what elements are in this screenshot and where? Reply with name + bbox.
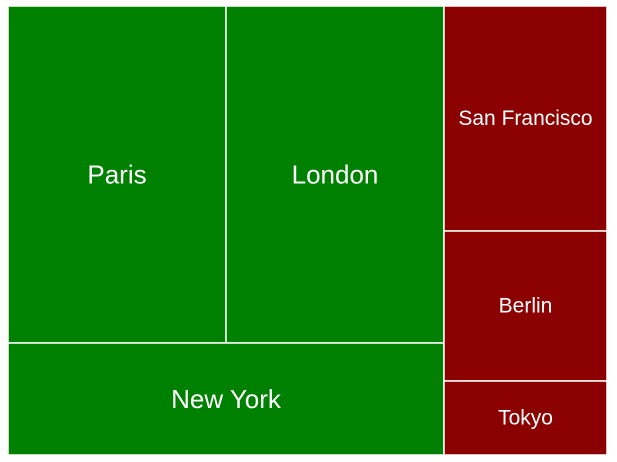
- treemap-cell-berlin[interactable]: [443, 230, 608, 382]
- treemap-cell-san-francisco[interactable]: [443, 5, 608, 232]
- treemap-cells: Paris London New York San Francisco Berlin To…: [7, 5, 608, 456]
- treemap-label-tokyo: Tokyo: [498, 407, 553, 430]
- treemap-label-london: London: [292, 160, 379, 190]
- treemap-cell-tokyo[interactable]: [443, 380, 608, 456]
- treemap-label-paris: Paris: [87, 160, 146, 190]
- treemap-cell-london[interactable]: [225, 5, 445, 344]
- treemap-label-berlin: Berlin: [499, 295, 553, 318]
- treemap-cell-paris[interactable]: [7, 5, 227, 344]
- treemap-cell-new-york[interactable]: [7, 342, 445, 456]
- treemap-label-new-york: New York: [171, 384, 282, 414]
- treemap-label-san-francisco: San Francisco: [458, 107, 592, 130]
